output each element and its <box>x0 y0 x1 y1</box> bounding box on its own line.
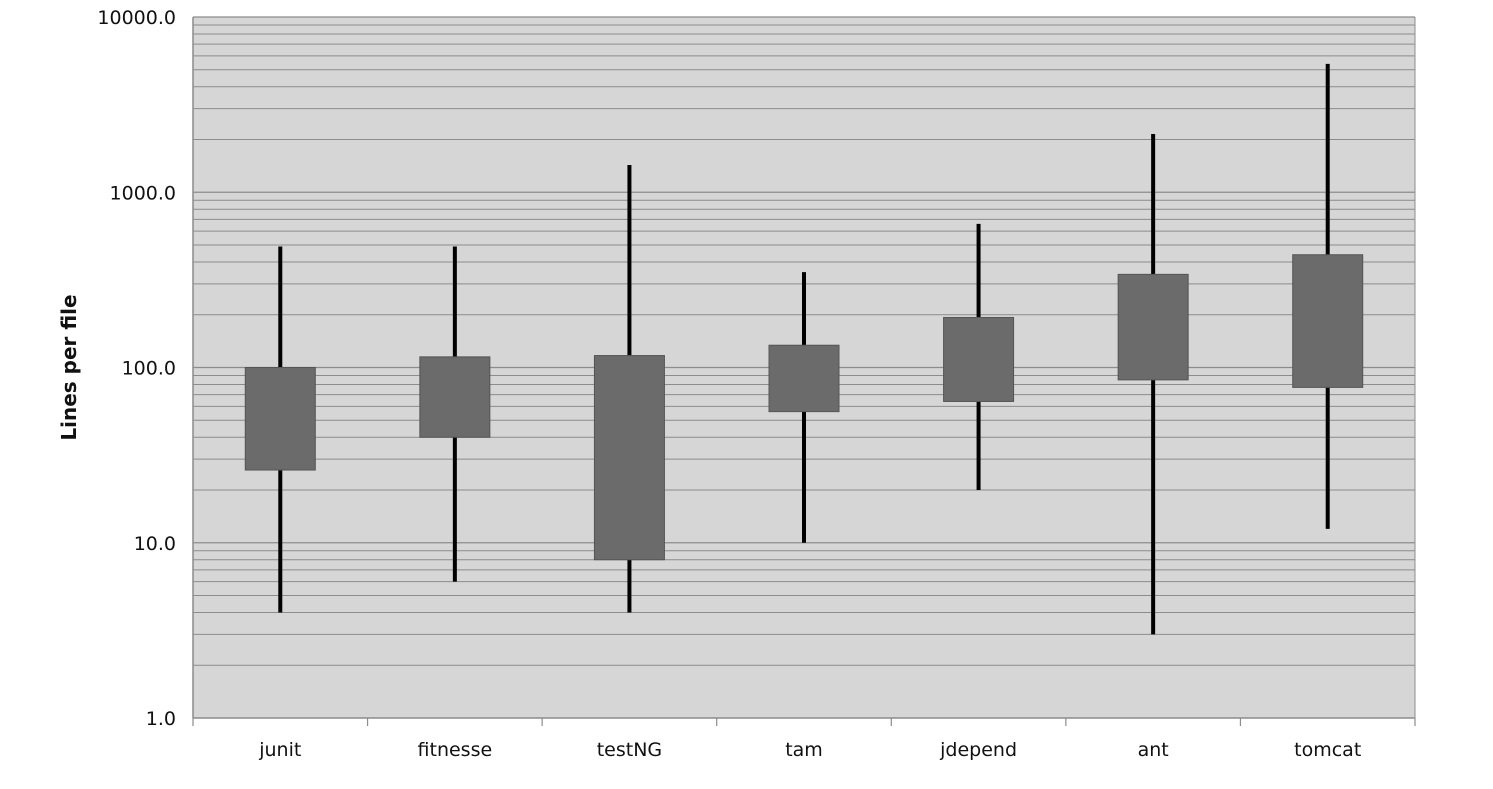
x-tick-label: tomcat <box>1294 739 1361 761</box>
x-tick-label: fitnesse <box>418 739 493 761</box>
y-tick-label: 100.0 <box>122 358 176 380</box>
box-junit <box>244 367 316 471</box>
x-tick-label: jdepend <box>939 739 1017 761</box>
box-ant <box>1117 273 1189 381</box>
x-tick-label: ant <box>1138 739 1169 761</box>
y-tick-label: 1000.0 <box>110 182 176 204</box>
x-tick-label: junit <box>258 739 301 761</box>
y-tick-label: 10.0 <box>134 533 176 555</box>
box-marks <box>244 63 1364 635</box>
x-tick-label: testNG <box>597 739 662 761</box>
x-tick-label: tam <box>785 739 823 761</box>
box-testNG <box>593 355 665 561</box>
y-tick-label: 1.0 <box>146 708 176 730</box>
box-jdepend <box>943 316 1015 402</box>
y-tick-label: 10000.0 <box>97 7 176 29</box>
box-tomcat <box>1292 254 1364 388</box>
box-tam <box>768 344 840 413</box>
y-axis-title: Lines per file <box>57 294 81 440</box>
axes <box>192 17 1416 726</box>
tick-labels: 1.0 10.0 100.0 1000.0 10000.0 junit fitnesse te… <box>97 7 1361 761</box>
box-fitnesse <box>419 356 491 438</box>
